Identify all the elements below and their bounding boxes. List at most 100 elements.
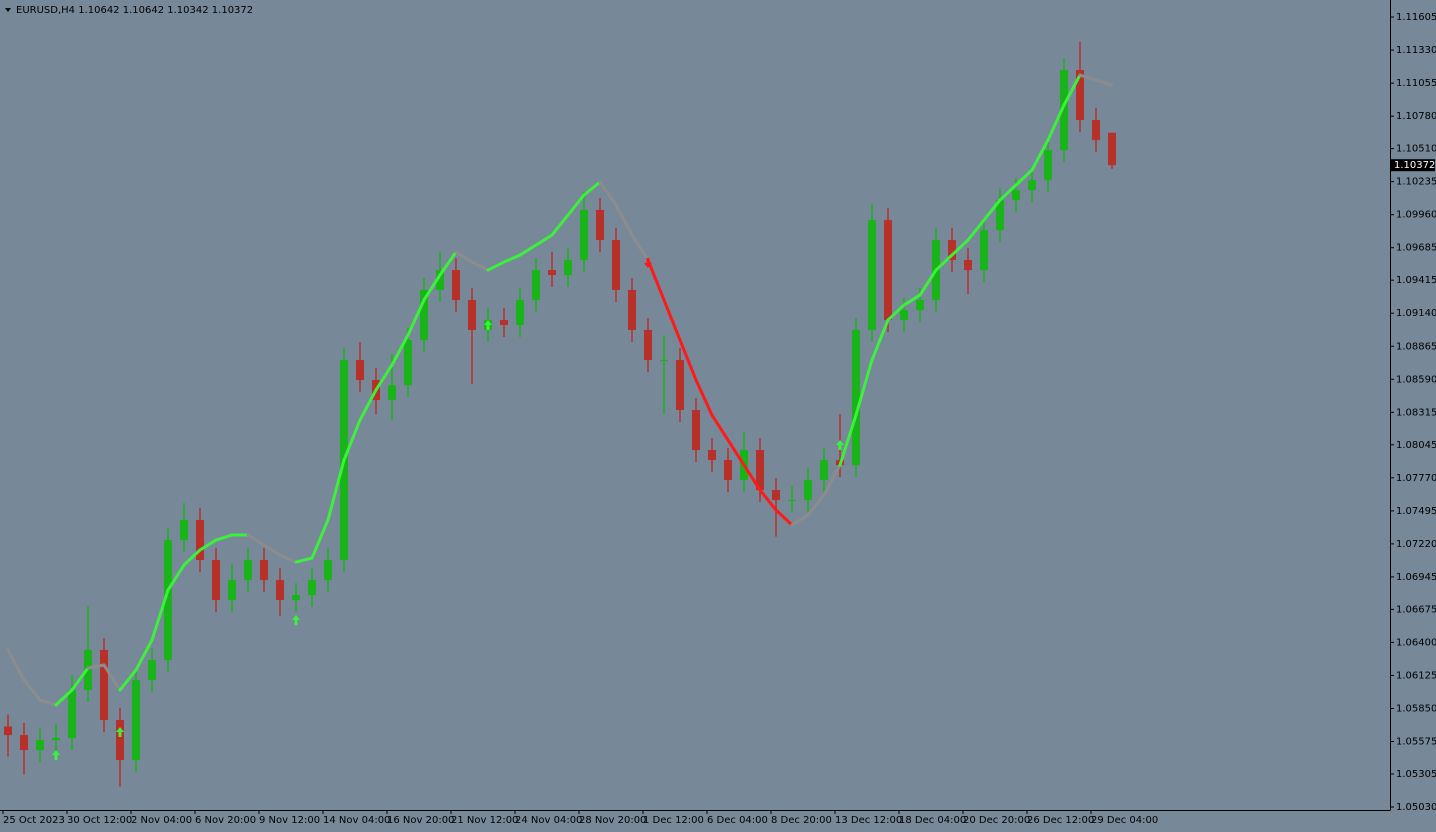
candle-body: [1060, 70, 1068, 151]
x-tick-label: 21 Nov 12:00: [451, 815, 518, 826]
indicator-segment: [326, 458, 346, 522]
candle-body: [548, 270, 556, 276]
indicator-segment: [454, 250, 474, 264]
candle-body: [660, 360, 668, 362]
y-tick-label: 1.06125: [1396, 670, 1436, 681]
x-tick-label: 25 Oct 2023: [3, 815, 65, 826]
y-tick-label: 1.11055: [1396, 78, 1436, 89]
y-tick-label: 1.09960: [1396, 210, 1436, 221]
indicator-segment: [438, 250, 458, 277]
candle-body: [788, 500, 796, 502]
candle-body: [996, 200, 1004, 231]
indicator-segment: [902, 293, 922, 307]
y-tick-label: 1.09685: [1396, 243, 1436, 254]
candle-body: [772, 490, 780, 501]
indicator-segment: [70, 666, 90, 692]
indicator-segment: [582, 180, 602, 197]
indicator-segment: [694, 378, 714, 417]
indicator-segment: [406, 298, 426, 337]
last-price-box: [1391, 159, 1435, 172]
candle-body: [68, 689, 76, 739]
candle-body: [852, 330, 860, 466]
indicator-segment: [486, 260, 506, 272]
candle-body: [900, 310, 908, 321]
candle-body: [596, 210, 604, 241]
candle-body: [180, 519, 188, 541]
indicator-segment: [182, 548, 202, 567]
indicator-segment: [774, 508, 794, 527]
indicator-segment: [726, 438, 746, 467]
y-tick-label: 1.06945: [1396, 572, 1436, 583]
indicator-segment: [278, 553, 298, 564]
candle-body: [292, 595, 300, 600]
candle-body: [36, 740, 44, 751]
buy-arrow: [292, 615, 300, 626]
last-price-label: 1.10372: [1394, 160, 1435, 171]
x-tick-label: 29 Dec 04:00: [1091, 815, 1158, 826]
x-tick-label: 9 Nov 12:00: [259, 815, 320, 826]
y-tick-label: 1.05305: [1396, 769, 1436, 780]
buy-arrow: [52, 749, 60, 760]
x-tick-label: 18 Dec 04:00: [899, 815, 966, 826]
candle-body: [580, 210, 588, 260]
candle-body: [1028, 180, 1036, 191]
x-tick-label: 20 Dec 20:00: [963, 815, 1030, 826]
indicator-segment: [6, 648, 26, 682]
candle-body: [916, 299, 924, 311]
y-tick-label: 1.11330: [1396, 45, 1436, 56]
candle-body: [980, 230, 988, 271]
indicator-segment: [950, 238, 970, 257]
indicator-segment: [966, 218, 986, 242]
candle-body: [644, 330, 652, 361]
indicator-segment: [838, 413, 858, 467]
indicator-segment: [310, 518, 330, 560]
indicator-segment: [630, 233, 650, 262]
indicator-segment: [422, 273, 442, 302]
x-tick-label: 1 Dec 12:00: [643, 815, 704, 826]
buy-arrow: [836, 440, 844, 451]
x-tick-label: 8 Dec 20:00: [771, 815, 832, 826]
x-tick-label: 26 Dec 12:00: [1027, 815, 1094, 826]
candle-body: [212, 559, 220, 600]
candle-body: [100, 649, 108, 721]
candle-body: [1076, 70, 1084, 121]
indicator-segment: [22, 678, 42, 702]
x-tick-label: 6 Nov 20:00: [195, 815, 256, 826]
candle-body: [20, 735, 28, 751]
candle-body: [1092, 120, 1100, 141]
candle-body: [964, 259, 972, 271]
candle-body: [708, 450, 716, 461]
indicator-segment: [662, 298, 682, 342]
y-tick-label: 1.10510: [1396, 144, 1436, 155]
indicator-segment: [262, 543, 282, 557]
indicator-segment: [646, 258, 666, 302]
indicator-segment: [998, 183, 1018, 202]
indicator-segment: [870, 318, 890, 362]
candle-body: [948, 240, 956, 260]
candle-body: [404, 340, 412, 386]
indicator-segment: [918, 268, 938, 297]
y-tick-label: 1.09140: [1396, 308, 1436, 319]
indicator-segment: [502, 253, 522, 264]
indicator-segment: [806, 493, 826, 517]
x-tick-label: 6 Dec 04:00: [707, 815, 768, 826]
indicator-segment: [102, 663, 122, 692]
y-tick-label: 1.08315: [1396, 407, 1436, 418]
indicator-segment: [1046, 103, 1066, 142]
y-tick-label: 1.08590: [1396, 374, 1436, 385]
y-tick-label: 1.10780: [1396, 111, 1436, 122]
buy-arrow: [116, 727, 124, 738]
menu-triangle[interactable]: [5, 8, 11, 12]
candle-body: [516, 299, 524, 325]
x-tick-label: 2 Nov 04:00: [131, 815, 192, 826]
indicator-segment: [1078, 73, 1098, 82]
candle-body: [244, 559, 252, 581]
indicator-segment: [678, 338, 698, 382]
x-tick-label: 13 Dec 12:00: [835, 815, 902, 826]
x-tick-label: 30 Oct 12:00: [67, 815, 132, 826]
candle-body: [724, 460, 732, 480]
indicator-segment: [150, 588, 170, 642]
candle-body: [628, 290, 636, 331]
indicator-segment: [758, 488, 778, 512]
